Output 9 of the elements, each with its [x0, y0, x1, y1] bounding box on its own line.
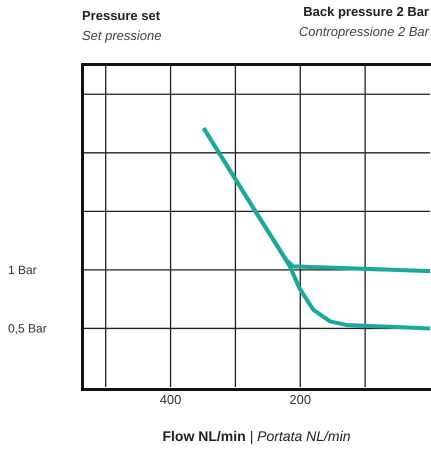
- y-tick-label: 1 Bar: [8, 262, 37, 277]
- y-tick-label: 0,5 Bar: [8, 321, 47, 336]
- chart-subtitle: Contropressione 2 Bar: [298, 24, 429, 39]
- x-tick-label: 400: [160, 392, 182, 408]
- x-axis-title: Flow NL/min | Portata NL/min: [162, 428, 350, 444]
- chart-title: Back pressure 2 Bar: [303, 4, 429, 19]
- text: Set pressione: [82, 28, 162, 43]
- y-axis-title: Pressure set: [82, 8, 160, 23]
- x-tick-label: 200: [289, 392, 312, 408]
